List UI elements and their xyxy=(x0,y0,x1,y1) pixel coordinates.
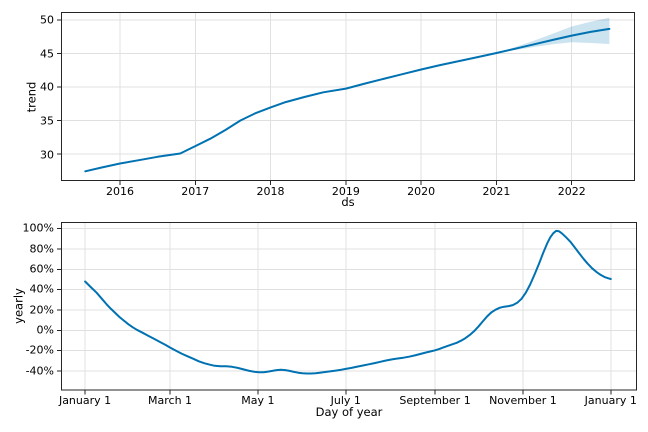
trend-x-tick-label: 2022 xyxy=(557,185,586,198)
yearly-y-tick-label: 100% xyxy=(22,221,54,235)
yearly-x-tick-label: September 1 xyxy=(399,393,471,407)
yearly-y-tick-label: 40% xyxy=(29,282,54,296)
yearly-y-tick-label: -40% xyxy=(25,364,54,378)
trend-plot xyxy=(57,12,635,185)
yearly-y-tick-label: -20% xyxy=(25,343,54,357)
trend-chart-canvas xyxy=(57,12,635,185)
trend-x-tick-label: 2016 xyxy=(105,185,134,198)
trend-x-tick-label: 2017 xyxy=(181,185,210,198)
yearly-y-tick-label: 60% xyxy=(29,262,54,276)
trend-x-axis-label: ds xyxy=(341,195,355,209)
trend-y-tick-label: 50 xyxy=(40,13,54,27)
yearly-x-tick-label: November 1 xyxy=(489,393,557,407)
trend-x-tick-label: 2020 xyxy=(407,185,436,198)
trend-x-tick-label: 2018 xyxy=(256,185,285,198)
trend-uncertainty-band xyxy=(496,17,610,53)
yearly-chart-canvas xyxy=(57,222,637,395)
yearly-x-tick-label: March 1 xyxy=(148,393,193,407)
trend-y-tick-label: 45 xyxy=(40,47,54,61)
trend-y-tick-label: 35 xyxy=(40,114,54,128)
trend-line xyxy=(84,27,611,173)
trend-y-tick-label: 40 xyxy=(40,80,54,94)
trend-x-tick-label: 2021 xyxy=(482,185,511,198)
yearly-line xyxy=(84,229,612,375)
trend-y-tick-label: 30 xyxy=(40,148,54,162)
yearly-x-tick-label: January 1 xyxy=(58,393,112,407)
yearly-y-tick-label: 20% xyxy=(29,303,54,317)
yearly-plot xyxy=(57,222,637,395)
yearly-y-tick-label: 80% xyxy=(29,242,54,256)
yearly-y-axis-label: yearly xyxy=(11,288,26,324)
yearly-x-axis-label: Day of year xyxy=(315,405,383,419)
yearly-x-tick-label: May 1 xyxy=(241,393,275,407)
yearly-y-tick-label: 0% xyxy=(36,323,54,337)
yearly-x-tick-label: July 1 xyxy=(330,393,361,407)
trend-y-axis-label: trend xyxy=(24,81,39,113)
yearly-x-tick-label: January 1 xyxy=(584,393,637,407)
trend-x-tick-label: 2019 xyxy=(331,185,360,198)
